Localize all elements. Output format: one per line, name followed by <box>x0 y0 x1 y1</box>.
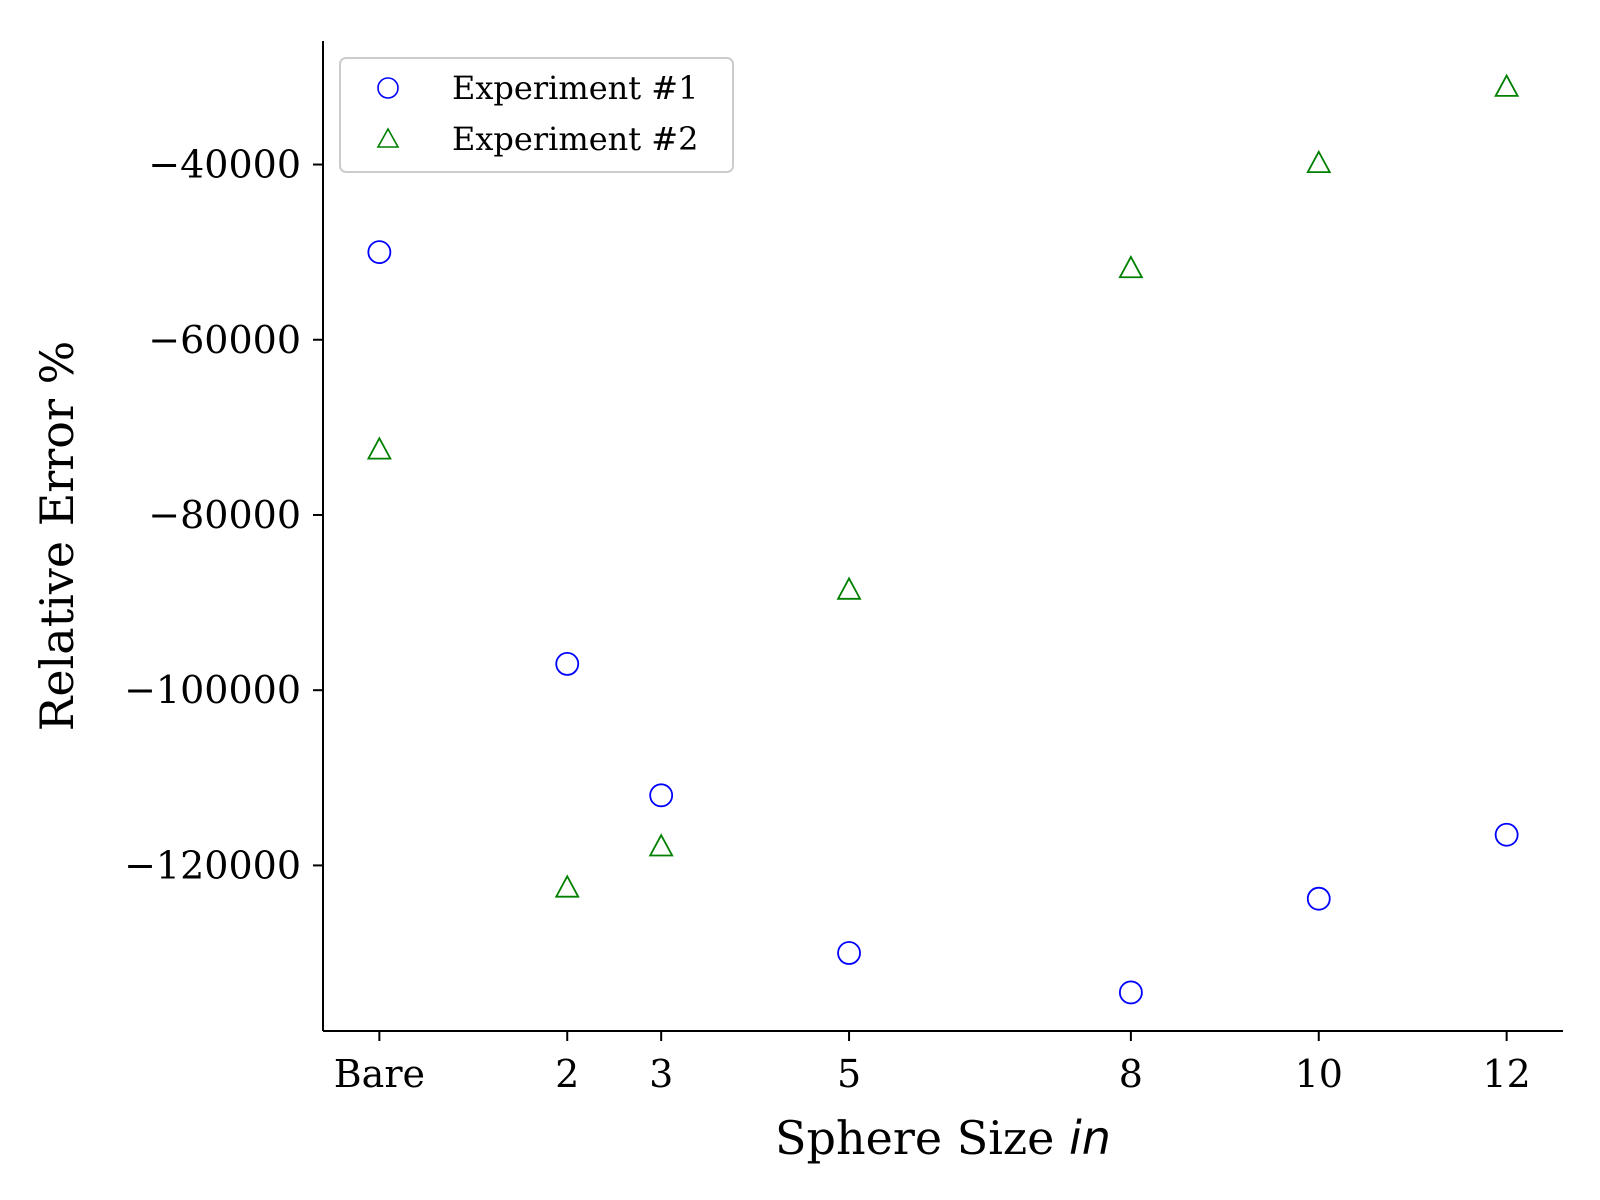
experiment-1-point <box>367 240 392 265</box>
experiment-1-point <box>1306 886 1331 911</box>
x-axis-unit: in <box>1069 1111 1111 1165</box>
x-tick-label: Bare <box>334 1052 425 1096</box>
y-tick-label: −40000 <box>148 143 301 187</box>
data-points <box>366 73 1520 1005</box>
x-tick-label: 8 <box>1119 1052 1143 1096</box>
x-tick-label: 2 <box>555 1052 579 1096</box>
experiment-2-point <box>1306 149 1332 174</box>
y-axis-ticks: −40000 −60000 −80000 −100000 −120000 <box>124 143 323 887</box>
legend-entry-experiment-1: Experiment #1 <box>377 69 698 107</box>
y-tick-label: −80000 <box>148 493 301 537</box>
legend: Experiment #1 Experiment #2 <box>339 57 734 173</box>
legend-marker-circle <box>377 77 399 99</box>
experiment-2-point <box>1118 255 1144 279</box>
legend-box <box>339 57 734 173</box>
y-tick-label: −100000 <box>124 668 301 712</box>
x-tick-label: 10 <box>1295 1052 1343 1096</box>
y-tick-label: −60000 <box>148 318 301 362</box>
experiment-2-point <box>836 576 862 600</box>
experiment-1-point <box>1494 822 1519 847</box>
y-tick-label: −120000 <box>124 843 301 887</box>
legend-entry-experiment-2: Experiment #2 <box>376 120 698 158</box>
experiment-2-point <box>648 833 674 857</box>
legend-label: Experiment #1 <box>452 69 698 107</box>
x-tick-label: 5 <box>837 1052 861 1096</box>
experiment-1-point <box>649 783 674 808</box>
y-axis-title: Relative Error % <box>30 341 84 732</box>
experiment-2-point <box>554 874 580 898</box>
experiment-1-point <box>1118 980 1143 1005</box>
axes <box>322 41 1563 1032</box>
experiment-1-point <box>555 652 580 676</box>
x-tick-label: 12 <box>1482 1052 1530 1096</box>
experiment-2-point <box>1494 73 1520 97</box>
x-tick-label: 3 <box>649 1052 673 1096</box>
experiment-1-point <box>837 941 861 965</box>
x-axis-title: Sphere Size in <box>775 1111 1111 1165</box>
legend-marker-triangle <box>376 127 400 148</box>
experiment-2-point <box>366 436 392 460</box>
x-axis-ticks: Bare 2 3 5 8 10 12 <box>334 1031 1531 1096</box>
legend-label: Experiment #2 <box>452 120 698 158</box>
